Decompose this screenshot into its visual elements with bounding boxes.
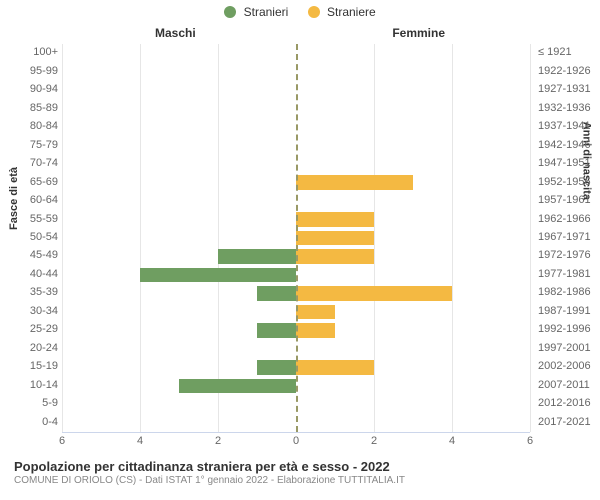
age-label: 100+ — [0, 47, 58, 58]
bar-male — [218, 249, 296, 263]
x-tick-label: 0 — [293, 435, 299, 447]
center-divider — [296, 44, 298, 432]
bar-female — [296, 286, 452, 300]
x-tick-label: 6 — [59, 435, 65, 447]
birth-year-label: 1977-1981 — [538, 269, 600, 280]
x-tick-label: 4 — [137, 435, 143, 447]
bar-male — [257, 360, 296, 374]
legend-label-male: Stranieri — [244, 5, 289, 19]
age-label: 20-24 — [0, 343, 58, 354]
bar-female — [296, 249, 374, 263]
age-label: 85-89 — [0, 103, 58, 114]
birth-year-label: 1937-1941 — [538, 121, 600, 132]
birth-year-label: 1982-1986 — [538, 287, 600, 298]
birth-year-label: 2012-2016 — [538, 398, 600, 409]
birth-year-label: 2007-2011 — [538, 380, 600, 391]
x-tick-label: 2 — [215, 435, 221, 447]
legend-item-female: Straniere — [308, 4, 376, 19]
age-label: 5-9 — [0, 398, 58, 409]
bar-female — [296, 175, 413, 189]
age-label: 0-4 — [0, 417, 58, 428]
legend-item-male: Stranieri — [224, 4, 288, 19]
birth-year-label: 1927-1931 — [538, 84, 600, 95]
age-label: 45-49 — [0, 250, 58, 261]
birth-year-label: 1987-1991 — [538, 306, 600, 317]
legend: Stranieri Straniere — [0, 4, 600, 19]
x-axis-line — [62, 432, 530, 433]
birth-year-label: 1997-2001 — [538, 343, 600, 354]
age-label: 50-54 — [0, 232, 58, 243]
section-title-male: Maschi — [155, 26, 196, 40]
bar-female — [296, 323, 335, 337]
birth-year-label: 1952-1956 — [538, 177, 600, 188]
section-title-female: Femmine — [392, 26, 445, 40]
age-label: 35-39 — [0, 287, 58, 298]
age-label: 10-14 — [0, 380, 58, 391]
x-tick-label: 2 — [371, 435, 377, 447]
birth-year-label: 1947-1951 — [538, 158, 600, 169]
age-label: 65-69 — [0, 177, 58, 188]
population-pyramid-chart: Stranieri Straniere Maschi Femmine Fasce… — [0, 0, 600, 500]
legend-swatch-male — [224, 6, 236, 18]
birth-year-label: ≤ 1921 — [538, 47, 600, 58]
age-label: 90-94 — [0, 84, 58, 95]
plot-area — [62, 44, 530, 432]
chart-title: Popolazione per cittadinanza straniera p… — [14, 459, 586, 474]
birth-year-label: 1972-1976 — [538, 250, 600, 261]
legend-swatch-female — [308, 6, 320, 18]
bar-female — [296, 360, 374, 374]
age-label: 80-84 — [0, 121, 58, 132]
bar-male — [179, 379, 296, 393]
chart-subtitle: COMUNE DI ORIOLO (CS) - Dati ISTAT 1° ge… — [14, 475, 586, 486]
x-tick-label: 4 — [449, 435, 455, 447]
birth-year-label: 1932-1936 — [538, 103, 600, 114]
age-label: 95-99 — [0, 66, 58, 77]
birth-year-label: 1992-1996 — [538, 324, 600, 335]
bar-male — [257, 323, 296, 337]
bar-male — [140, 268, 296, 282]
age-label: 75-79 — [0, 140, 58, 151]
age-label: 70-74 — [0, 158, 58, 169]
age-label: 40-44 — [0, 269, 58, 280]
bar-female — [296, 231, 374, 245]
age-label: 15-19 — [0, 361, 58, 372]
x-tick-label: 6 — [527, 435, 533, 447]
birth-year-label: 1942-1946 — [538, 140, 600, 151]
birth-year-label: 1922-1926 — [538, 66, 600, 77]
age-label: 30-34 — [0, 306, 58, 317]
age-label: 55-59 — [0, 214, 58, 225]
birth-year-label: 1957-1961 — [538, 195, 600, 206]
title-block: Popolazione per cittadinanza straniera p… — [14, 459, 586, 486]
birth-year-label: 2017-2021 — [538, 417, 600, 428]
legend-label-female: Straniere — [327, 5, 376, 19]
birth-year-label: 1962-1966 — [538, 214, 600, 225]
bar-female — [296, 305, 335, 319]
bar-male — [257, 286, 296, 300]
birth-year-label: 2002-2006 — [538, 361, 600, 372]
age-label: 25-29 — [0, 324, 58, 335]
bar-female — [296, 212, 374, 226]
birth-year-label: 1967-1971 — [538, 232, 600, 243]
gridline — [530, 44, 531, 432]
age-label: 60-64 — [0, 195, 58, 206]
